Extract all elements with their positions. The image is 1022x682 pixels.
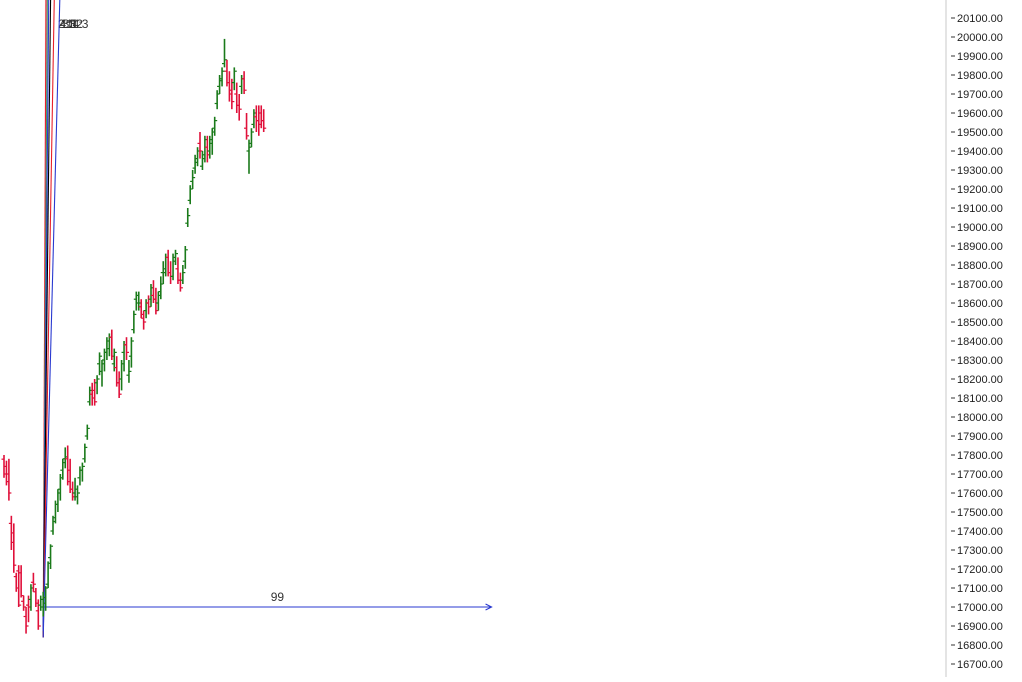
y-tick-label: 18800.00 — [957, 260, 1003, 272]
y-tick-label: 17800.00 — [957, 450, 1003, 462]
fan-label-2-1: 2:1 — [58, 17, 75, 31]
y-tick-label: 16700.00 — [957, 659, 1003, 671]
y-tick-label: 19800.00 — [957, 70, 1003, 82]
y-tick-label: 18700.00 — [957, 279, 1003, 291]
main-fan-fill — [43, 0, 945, 638]
y-tick-label: 20000.00 — [957, 32, 1003, 44]
fan-label-1-3: 1:3 — [72, 17, 89, 31]
fan-line-1-2 — [42, 0, 55, 638]
y-tick-label: 18100.00 — [957, 393, 1003, 405]
y-tick-label: 19500.00 — [957, 127, 1003, 139]
y-tick-label: 20100.00 — [957, 13, 1003, 25]
fan-label-1-1: 1:1 — [61, 17, 78, 31]
measure-arrowhead — [485, 603, 493, 611]
y-tick-label: 19700.00 — [957, 89, 1003, 101]
y-axis-background — [946, 0, 1022, 677]
y-tick-label: 16900.00 — [957, 621, 1003, 633]
y-tick-label: 19100.00 — [957, 203, 1003, 215]
y-tick-label: 19400.00 — [957, 146, 1003, 158]
y-tick-label: 17600.00 — [957, 488, 1003, 500]
y-tick-label: 18500.00 — [957, 317, 1003, 329]
y-tick-label: 18300.00 — [957, 355, 1003, 367]
y-tick-label: 19200.00 — [957, 184, 1003, 196]
y-tick-label: 17100.00 — [957, 583, 1003, 595]
y-tick-label: 17400.00 — [957, 526, 1003, 538]
y-tick-label: 19000.00 — [957, 222, 1003, 234]
y-tick-label: 17000.00 — [957, 602, 1003, 614]
measure-label: 99 — [271, 590, 285, 604]
y-tick-label: 19300.00 — [957, 165, 1003, 177]
y-tick-label: 17700.00 — [957, 469, 1003, 481]
y-tick-label: 17900.00 — [957, 431, 1003, 443]
y-tick-label: 18600.00 — [957, 298, 1003, 310]
fan-label-4-3: 4:3 — [59, 17, 76, 31]
y-tick-label: 18200.00 — [957, 374, 1003, 386]
y-tick-label: 18400.00 — [957, 336, 1003, 348]
fan-line-3-4 — [42, 0, 52, 638]
y-tick-label: 17500.00 — [957, 507, 1003, 519]
y-tick-label: 17300.00 — [957, 545, 1003, 557]
fan-label-3-4: 3:4 — [63, 17, 80, 31]
fan-label-1-2: 1:2 — [66, 17, 83, 31]
y-tick-label: 16800.00 — [957, 640, 1003, 652]
y-tick-label: 18900.00 — [957, 241, 1003, 253]
y-tick-label: 19600.00 — [957, 108, 1003, 120]
y-tick-label: 17200.00 — [957, 564, 1003, 576]
fan-line-1-3 — [42, 0, 61, 638]
y-tick-label: 19900.00 — [957, 51, 1003, 63]
y-tick-label: 18000.00 — [957, 412, 1003, 424]
